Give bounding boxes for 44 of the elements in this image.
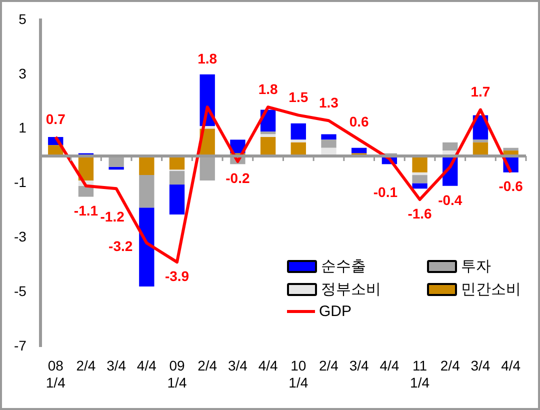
x-tick-label: 09 1/4 bbox=[167, 358, 187, 390]
x-tick-label: 3/4 bbox=[349, 358, 370, 374]
data-label: -1.6 bbox=[408, 205, 432, 222]
legend-label: 민간소비 bbox=[461, 280, 521, 299]
legend-label: 정부소비 bbox=[321, 280, 381, 299]
x-tick-label: 2/4 bbox=[76, 358, 96, 374]
data-label: -1.1 bbox=[74, 202, 98, 219]
x-tick-label: 4/4 bbox=[501, 358, 521, 374]
y-tick-label: 3 bbox=[18, 65, 27, 82]
x-tick-label: 2/4 bbox=[198, 358, 218, 374]
data-label: -0.6 bbox=[498, 178, 524, 194]
x-tick-label: 3/4 bbox=[470, 358, 490, 374]
data-label: 0.6 bbox=[349, 114, 370, 130]
data-label: 1.3 bbox=[319, 94, 339, 110]
x-tick-label: 3/4 bbox=[106, 358, 126, 374]
x-tick-label: 4/4 bbox=[258, 358, 278, 374]
y-tick-label: 5 bbox=[18, 10, 27, 27]
y-tick-label: 1 bbox=[18, 120, 27, 136]
y-tick-label: -1 bbox=[14, 174, 27, 190]
x-tick-label: 2/4 bbox=[319, 358, 339, 374]
data-label: 1.7 bbox=[470, 84, 490, 100]
data-label: -1.2 bbox=[100, 208, 125, 224]
legend-label: GDP bbox=[319, 303, 352, 320]
y-tick-label: -3 bbox=[14, 228, 27, 244]
x-tick-label: 10 1/4 bbox=[288, 358, 308, 390]
x-tick-label: 08 1/4 bbox=[46, 358, 66, 390]
data-label: 1.8 bbox=[198, 50, 218, 66]
data-label: 0.7 bbox=[46, 110, 66, 127]
x-tick-label: 11 1/4 bbox=[410, 358, 430, 390]
y-tick-label: -5 bbox=[14, 282, 27, 299]
legend-label: 순수출 bbox=[321, 257, 366, 276]
data-label: -0.1 bbox=[373, 184, 398, 200]
x-tick-label: 2/4 bbox=[440, 358, 460, 374]
data-label: -3.2 bbox=[108, 238, 133, 254]
legend-label: 투자 bbox=[461, 257, 491, 276]
x-tick-label: 4/4 bbox=[136, 358, 157, 374]
x-tick-label: 4/4 bbox=[380, 358, 400, 374]
y-tick-label: -7 bbox=[14, 337, 27, 354]
data-label: -0.4 bbox=[438, 192, 462, 208]
x-tick-label: 3/4 bbox=[228, 358, 248, 374]
data-label: -0.2 bbox=[226, 170, 250, 186]
data-label: 1.5 bbox=[288, 89, 308, 106]
data-label: 1.8 bbox=[258, 80, 278, 97]
data-label: -3.9 bbox=[164, 268, 190, 284]
